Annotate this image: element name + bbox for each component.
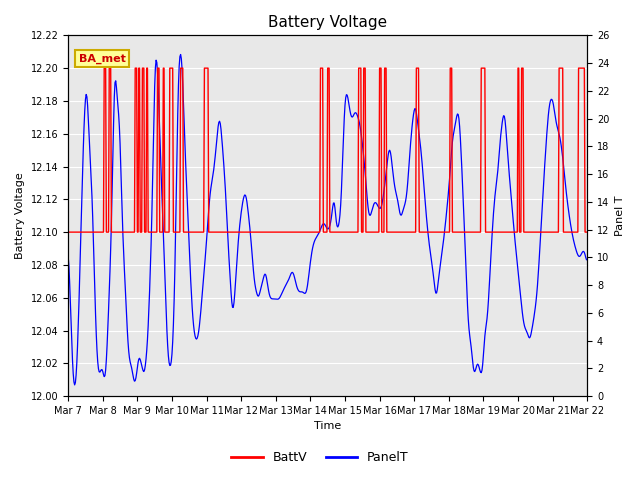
Text: BA_met: BA_met bbox=[79, 53, 125, 64]
Title: Battery Voltage: Battery Voltage bbox=[268, 15, 387, 30]
Legend: BattV, PanelT: BattV, PanelT bbox=[227, 446, 413, 469]
Y-axis label: Panel T: Panel T bbox=[615, 195, 625, 236]
Y-axis label: Battery Voltage: Battery Voltage bbox=[15, 172, 25, 259]
X-axis label: Time: Time bbox=[314, 421, 341, 432]
